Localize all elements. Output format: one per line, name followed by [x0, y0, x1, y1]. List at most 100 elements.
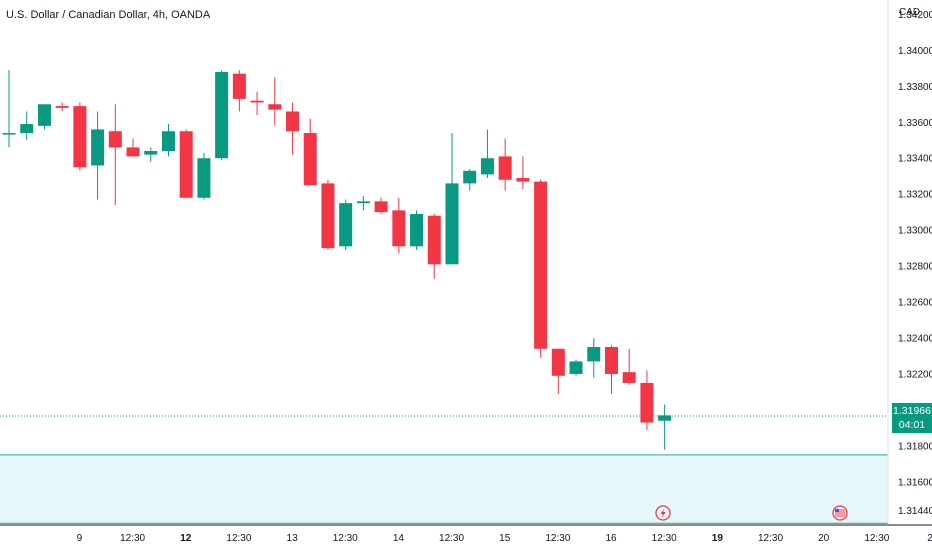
candle-body	[498, 156, 512, 180]
candle[interactable]	[20, 111, 34, 141]
candle[interactable]	[374, 197, 388, 214]
candle[interactable]	[2, 70, 16, 148]
candle[interactable]	[55, 102, 69, 112]
chart-title: U.S. Dollar / Canadian Dollar, 4h, OANDA	[6, 9, 211, 21]
candle[interactable]	[498, 138, 512, 191]
candle-body	[286, 111, 300, 132]
time-tick-label: 12:30	[758, 533, 783, 544]
time-tick-label: 2	[927, 533, 932, 544]
candle-body	[303, 133, 317, 186]
candle[interactable]	[161, 124, 175, 157]
candle[interactable]	[463, 169, 477, 191]
time-tick-label: 16	[605, 533, 617, 544]
candle[interactable]	[303, 118, 317, 186]
time-tick-label: 13	[287, 533, 299, 544]
price-tick-label: 1.34200	[898, 10, 932, 21]
candle[interactable]	[534, 179, 548, 358]
candle-body	[232, 73, 246, 99]
candle[interactable]	[480, 129, 494, 178]
candle-body	[463, 170, 477, 184]
candle[interactable]	[126, 138, 140, 157]
candle-body	[55, 106, 69, 108]
support-zone-fill[interactable]	[0, 454, 888, 524]
candle[interactable]	[232, 70, 246, 112]
currency-unit: CAD	[899, 7, 921, 18]
candle-body	[144, 151, 158, 155]
time-tick-label: 15	[499, 533, 511, 544]
candle[interactable]	[339, 199, 353, 250]
candle[interactable]	[551, 348, 565, 394]
candle[interactable]	[108, 104, 122, 205]
candle[interactable]	[410, 210, 424, 250]
price-tick-label: 1.31600	[898, 477, 932, 488]
time-axis[interactable]: 9 12:30 12 12:30 13 12:30 14 12:30 15 12:30 16 12:3…	[0, 524, 932, 544]
price-tick-label: 1.33400	[898, 154, 932, 165]
candle-body	[321, 183, 335, 249]
candle-body	[658, 415, 672, 421]
candle-body	[516, 177, 530, 182]
time-tick-label: 12:30	[545, 533, 570, 544]
price-tick-label: 1.31440	[898, 506, 932, 517]
candle-body	[569, 361, 583, 374]
price-tick-label: 1.33200	[898, 190, 932, 201]
price-tick-label: 1.33600	[898, 118, 932, 129]
candle[interactable]	[215, 70, 229, 161]
price-tick-label: 1.33800	[898, 82, 932, 93]
candle-body	[2, 133, 16, 135]
time-tick-label: 19	[712, 533, 724, 544]
candle-body	[410, 213, 424, 247]
candle[interactable]	[640, 370, 654, 430]
candle[interactable]	[427, 213, 441, 279]
candle[interactable]	[516, 156, 530, 189]
us-flag-event-icon[interactable]	[832, 505, 848, 521]
candle-body	[604, 347, 618, 374]
candle[interactable]	[622, 348, 636, 385]
candle[interactable]	[73, 102, 87, 171]
candle-body	[20, 124, 34, 134]
candle-body	[374, 201, 388, 213]
candle[interactable]	[268, 77, 282, 126]
candle[interactable]	[569, 359, 583, 376]
price-axis[interactable]: 1.34200 1.34000 1.33800 1.33600 1.33400 1.332…	[887, 0, 932, 525]
time-tick-label: 14	[393, 533, 405, 544]
candle-body	[108, 131, 122, 148]
candle[interactable]	[356, 195, 370, 211]
candle[interactable]	[658, 404, 672, 450]
candle[interactable]	[587, 338, 601, 378]
candle-body	[179, 131, 193, 198]
candle[interactable]	[604, 345, 618, 394]
candle[interactable]	[144, 147, 158, 162]
price-tick-label: 1.32600	[898, 298, 932, 309]
candle[interactable]	[197, 152, 211, 200]
lightning-event-icon[interactable]	[655, 505, 671, 521]
candle[interactable]	[37, 104, 51, 130]
price-tick-label: 1.31800	[898, 441, 932, 452]
candle-body	[445, 183, 459, 265]
candle[interactable]	[250, 91, 264, 116]
time-tick-label: 12:30	[333, 533, 358, 544]
candle-body	[427, 215, 441, 265]
candle[interactable]	[91, 111, 105, 200]
candle-body	[250, 100, 264, 103]
price-tick-label: 1.32200	[898, 369, 932, 380]
current-price-label: 1.31966 04:01	[892, 403, 932, 433]
price-tick-label: 1.33000	[898, 226, 932, 237]
candle[interactable]	[321, 179, 335, 250]
candle-body	[197, 158, 211, 198]
candle-body	[37, 104, 51, 126]
time-tick-label: 12	[180, 533, 192, 544]
candle[interactable]	[445, 133, 459, 265]
time-tick-label: 9	[77, 533, 83, 544]
candle-body	[622, 372, 636, 383]
support-zone[interactable]	[0, 454, 888, 524]
candle-body	[534, 181, 548, 349]
candle-body	[480, 158, 494, 175]
candle-body	[339, 203, 353, 247]
candle[interactable]	[392, 197, 406, 254]
candle[interactable]	[179, 129, 193, 198]
candle-body	[392, 210, 406, 247]
candle[interactable]	[286, 102, 300, 155]
candle-body	[91, 129, 105, 166]
candle-body	[640, 382, 654, 423]
